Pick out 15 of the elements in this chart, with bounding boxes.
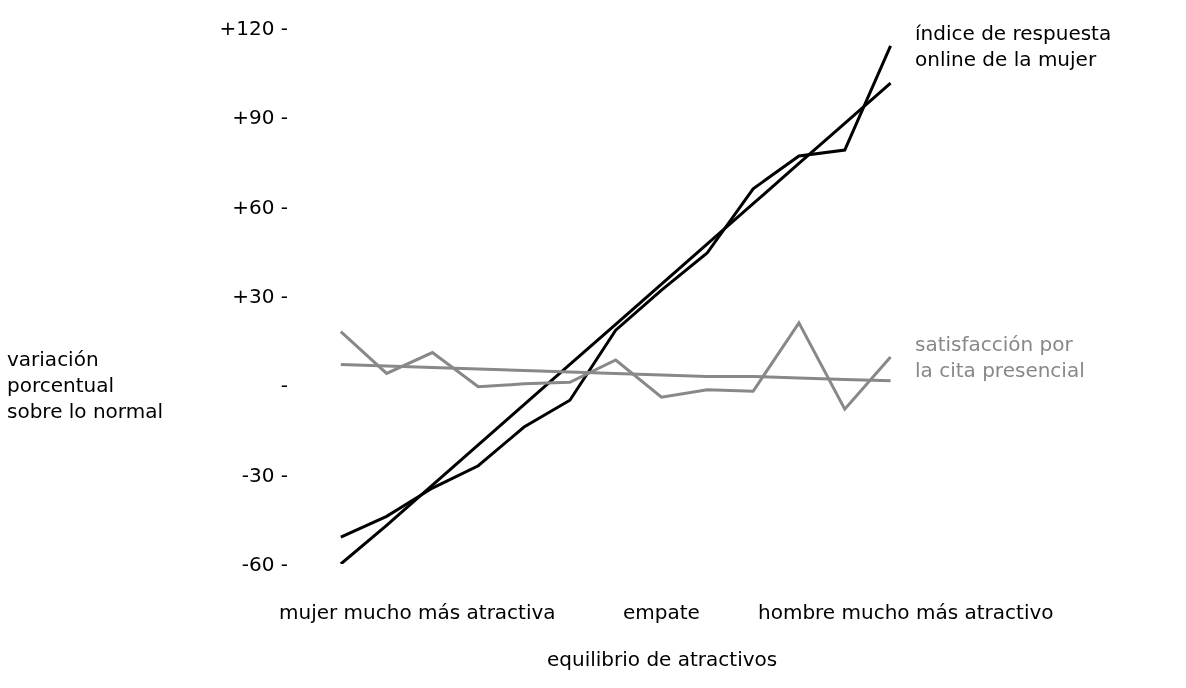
series-label: índice de respuesta online de la mujer: [915, 21, 1112, 71]
text: mujer mucho más atractiva: [279, 600, 556, 624]
x-axis-title: equilibrio de atractivos: [547, 647, 778, 671]
y-tick-label: +90 -: [232, 105, 288, 130]
y-tick-label: -60 -: [241, 552, 288, 576]
y-tick-label: -30 -: [241, 462, 288, 487]
line-series: [339, 321, 893, 411]
y-tick-label: +60 -: [232, 194, 288, 219]
text: hombre mucho más atractivo: [758, 600, 1054, 624]
y-tick-label: +120 -: [219, 16, 288, 40]
text: empate: [623, 600, 700, 624]
y-axis-title: variación porcentual sobre lo normal: [7, 347, 164, 423]
y-tick-label: -: [280, 373, 288, 398]
series-label: satisfacción por la cita presencial: [915, 332, 1085, 382]
y-tick-label: +30 -: [232, 284, 288, 308]
